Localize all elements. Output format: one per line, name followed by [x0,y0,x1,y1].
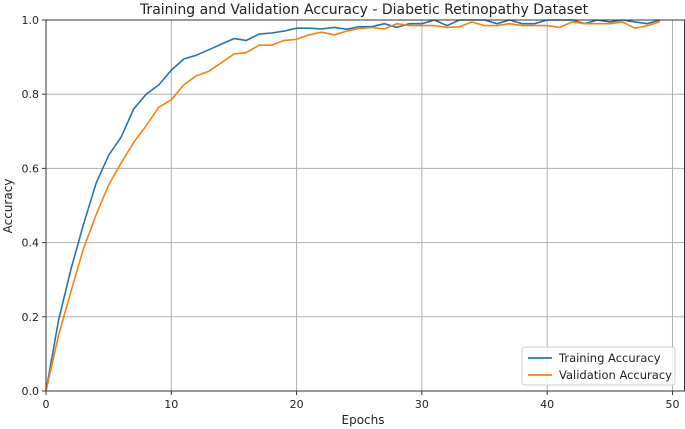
legend-box [521,346,676,386]
training-accuracy-line [45,19,661,392]
axis-ticks: 0 10 20 30 40 50 0.0 0.2 0.4 0.6 0.8 1.0 [22,14,680,411]
y-tick-label: 0.0 [22,385,40,398]
legend: Training Accuracy Validation Accuracy [521,346,676,386]
y-tick-label: 0.6 [22,162,40,175]
grid-lines [45,19,685,392]
y-tick-label: 1.0 [22,14,40,27]
y-tick-label: 0.8 [22,88,40,101]
chart-title: Training and Validation Accuracy - Diabe… [139,2,589,18]
x-tick-label: 40 [540,398,554,411]
x-tick-label: 20 [290,398,304,411]
y-tick-label: 0.2 [22,311,40,324]
y-tick-label: 0.4 [22,237,40,250]
x-tick-label: 10 [164,398,178,411]
series-group [45,19,661,392]
x-tick-label: 50 [665,398,679,411]
x-tick-label: 0 [43,398,50,411]
legend-label: Training Accuracy [558,351,661,365]
x-tick-label: 30 [415,398,429,411]
plot-frame [45,19,685,392]
x-axis-label: Epochs [342,413,385,427]
y-axis-label: Accuracy [1,179,15,234]
validation-accuracy-line [45,21,661,392]
legend-label: Validation Accuracy [559,368,672,382]
